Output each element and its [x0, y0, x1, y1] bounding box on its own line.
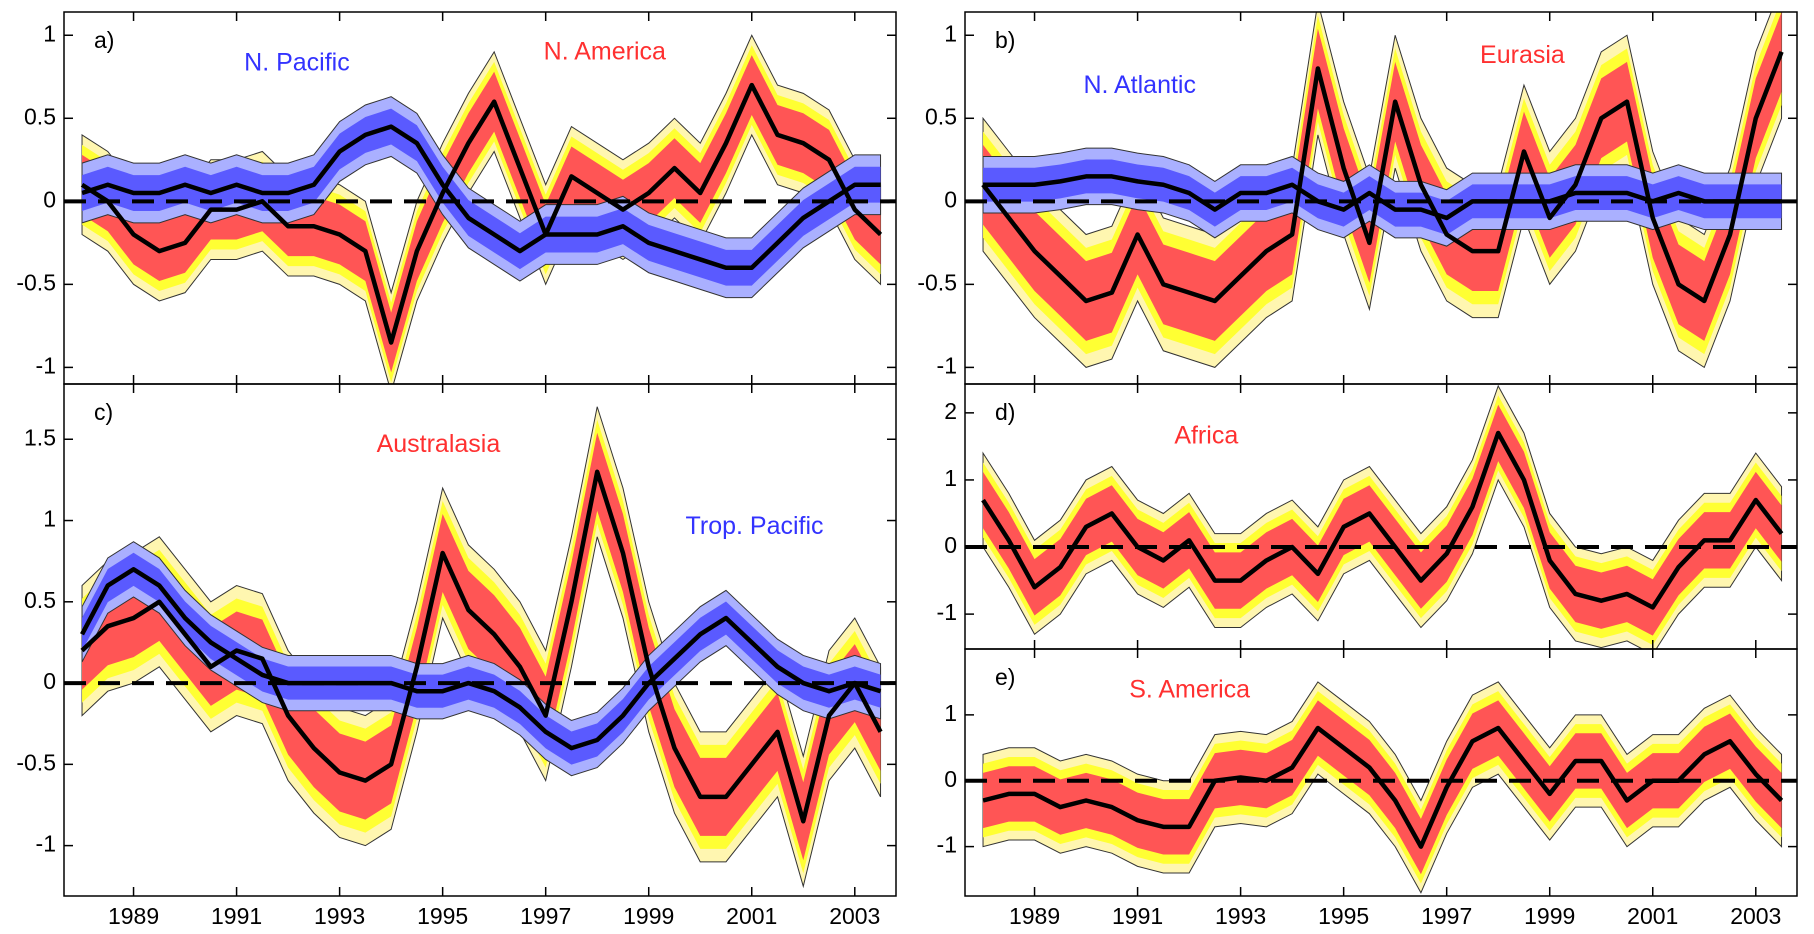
plot-area — [965, 12, 1797, 369]
series-line — [80, 469, 883, 824]
series-line — [81, 124, 881, 270]
series-line — [982, 725, 1784, 849]
series-line — [981, 430, 1784, 610]
series-label: Eurasia — [1480, 41, 1565, 69]
panel-label: e) — [995, 664, 1015, 690]
y-tick-label: -1 — [937, 599, 957, 625]
x-tick-label: 1993 — [1215, 903, 1266, 929]
series-label: Trop. Pacific — [686, 512, 824, 540]
plot-frame — [63, 383, 897, 897]
series-label: N. America — [544, 38, 666, 66]
series-label: S. America — [1129, 676, 1250, 704]
uncertainty-band — [82, 108, 881, 286]
y-tick-label: 0 — [43, 186, 56, 212]
y-tick-label: -1 — [36, 352, 56, 378]
y-tick-label: 1.5 — [24, 424, 56, 450]
x-tick-label: 1989 — [1009, 903, 1060, 929]
y-tick-label: 2 — [944, 398, 957, 424]
y-tick-label: 1 — [944, 700, 957, 726]
y-tick-label: 0.5 — [24, 103, 56, 129]
panel-label: c) — [94, 399, 113, 425]
series-label: Australasia — [377, 430, 501, 458]
x-tick-label: 1997 — [1421, 903, 1472, 929]
x-tick-label: 1999 — [1524, 903, 1575, 929]
panel-label: b) — [995, 27, 1015, 53]
x-tick-label: 1993 — [314, 903, 365, 929]
series-line — [80, 567, 882, 751]
x-tick-label: 1995 — [417, 903, 468, 929]
uncertainty-band — [82, 552, 881, 765]
uncertainty-band — [983, 404, 1782, 636]
x-tick-label: 2003 — [1730, 903, 1781, 929]
plot-area — [64, 34, 896, 384]
y-tick-label: -1 — [937, 832, 957, 858]
uncertainty-band — [82, 432, 881, 861]
y-tick-label: 0 — [43, 668, 56, 694]
series-label: N. Atlantic — [1083, 71, 1196, 99]
y-tick-label: 1 — [43, 506, 56, 532]
y-tick-label: -0.5 — [16, 749, 56, 775]
y-tick-label: -0.5 — [16, 269, 56, 295]
y-tick-label: 0.5 — [925, 103, 957, 129]
panel: Australasia Trop. Pacific c) -1 -0.5 0 0.5 1 1.5… — [16, 383, 897, 929]
y-tick-label: 0 — [944, 532, 957, 558]
y-tick-label: -1 — [937, 352, 957, 378]
x-tick-label: 1991 — [211, 903, 262, 929]
x-tick-label: 1989 — [108, 903, 159, 929]
x-tick-label: 1991 — [1112, 903, 1163, 929]
y-tick-label: -0.5 — [917, 269, 957, 295]
y-tick-label: 0.5 — [24, 587, 56, 613]
x-tick-label: 1995 — [1318, 903, 1369, 929]
y-tick-label: 1 — [43, 20, 56, 46]
panel: Africa d) -1 0 1 2 — [937, 383, 1798, 650]
uncertainty-band — [983, 159, 1782, 235]
x-tick-label: 1997 — [520, 903, 571, 929]
plot-area — [965, 681, 1797, 894]
panel: S. America e) -1 0 1 1989 1991 1993 1995 1997 1999… — [937, 648, 1798, 929]
series-label: N. Pacific — [244, 49, 350, 77]
series-label: Africa — [1174, 422, 1238, 450]
series-line — [983, 174, 1782, 221]
plot-frame — [964, 648, 1798, 897]
y-tick-label: 0 — [944, 186, 957, 212]
y-tick-label: 1 — [944, 20, 957, 46]
y-tick-label: -1 — [36, 831, 56, 857]
panel-label: a) — [94, 27, 114, 53]
panel: N. America N. Pacific a) -1 -0.5 0 0.5 1 — [16, 11, 897, 385]
y-tick-label: 1 — [944, 465, 957, 491]
panel-label: d) — [995, 399, 1015, 425]
x-tick-label: 2003 — [829, 903, 880, 929]
x-tick-label: 2001 — [1627, 903, 1678, 929]
x-tick-label: 1999 — [623, 903, 674, 929]
plot-area — [965, 384, 1797, 649]
plot-area — [64, 406, 896, 889]
panel: Eurasia N. Atlantic b) -1 -0.5 0 0.5 1 — [917, 11, 1798, 385]
y-tick-label: 0 — [944, 766, 957, 792]
series-line — [80, 82, 883, 345]
x-tick-label: 2001 — [726, 903, 777, 929]
